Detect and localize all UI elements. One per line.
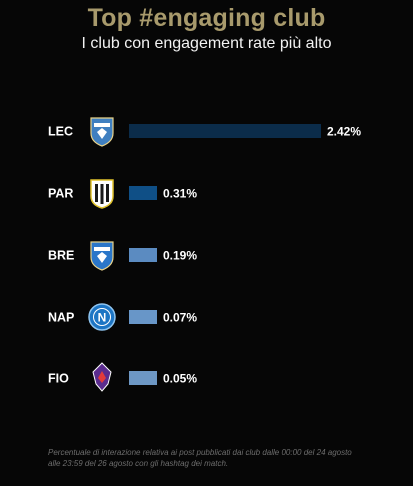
category-label: PAR [48,187,73,201]
value-label: 0.19% [163,249,197,263]
value-label: 0.05% [163,372,197,386]
napoli-crest-icon: N [88,303,116,331]
category-label: FIO [48,372,69,386]
brescia-crest-icon [90,241,114,271]
chart-title: Top #engaging club [87,4,326,32]
bar [129,186,157,200]
category-label: BRE [48,249,74,263]
bar [129,371,157,385]
value-label: 2.42% [327,125,361,139]
bar [129,310,157,324]
value-label: 0.31% [163,187,197,201]
category-label: LEC [48,125,73,139]
lecce-crest-icon [90,117,114,147]
fiorentina-crest-icon [92,362,112,392]
parma-crest-icon [90,179,114,209]
chart-subtitle: I club con engagement rate più alto [81,35,332,52]
bar [129,124,321,138]
bar [129,248,157,262]
footnote: Percentuale di interazione relativa ai p… [48,448,352,468]
value-label: 0.07% [163,311,197,325]
category-label: NAP [48,311,74,325]
svg-text:N: N [98,311,107,325]
